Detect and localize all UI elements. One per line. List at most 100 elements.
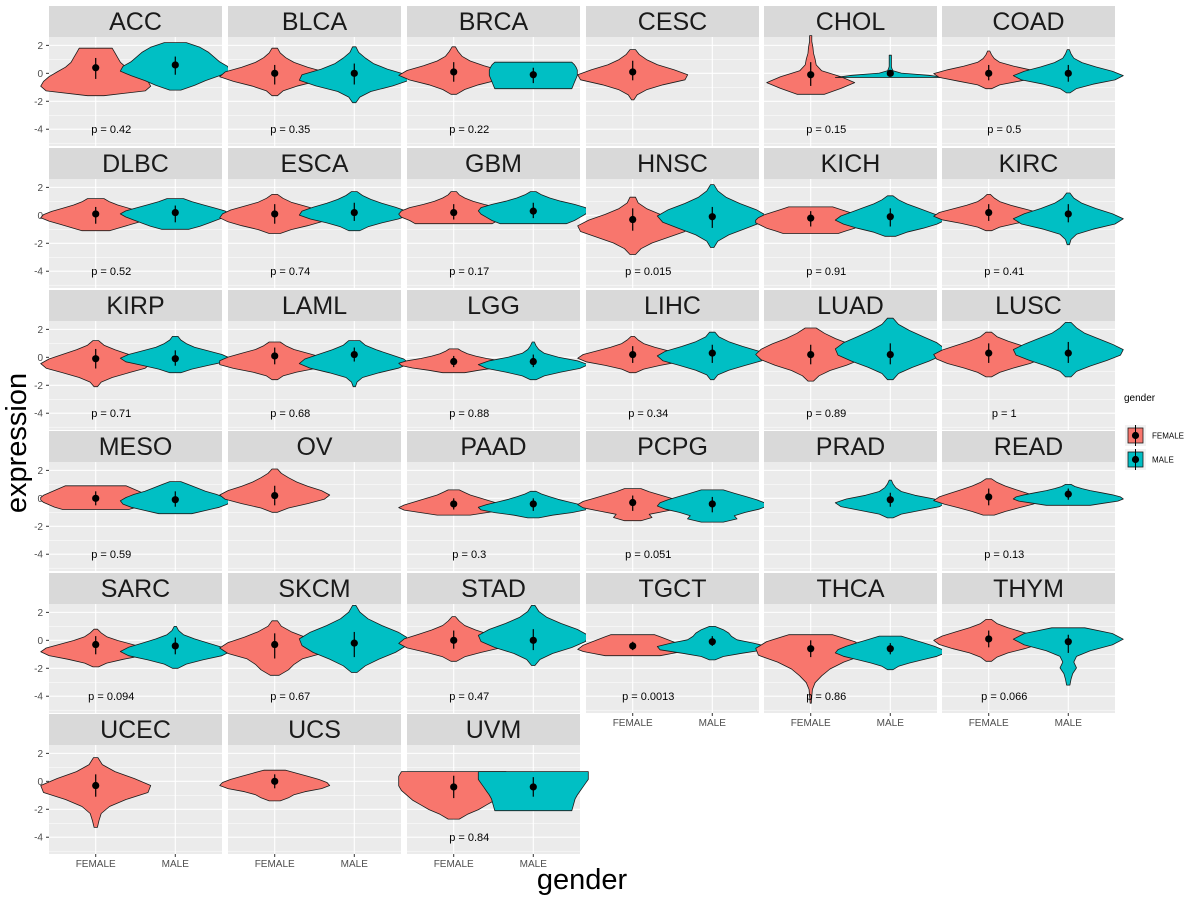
facet-strip bbox=[228, 573, 401, 604]
p-value-label: p = 0.42 bbox=[91, 124, 131, 136]
y-tick-label: -2 bbox=[34, 381, 43, 392]
median-point bbox=[886, 350, 894, 359]
panel-background bbox=[942, 604, 1115, 713]
median-point bbox=[529, 636, 537, 644]
p-value-label: p = 0.13 bbox=[984, 549, 1024, 561]
median-point bbox=[92, 781, 100, 790]
p-value-label: p = 0.15 bbox=[806, 124, 846, 136]
panel-background bbox=[407, 179, 580, 288]
facet-panel-uvm: UVM p = 0.84 FEMALE MALE bbox=[398, 714, 589, 870]
x-tick-label: MALE bbox=[341, 859, 369, 870]
median-point bbox=[529, 71, 537, 79]
facet-title: CESC bbox=[638, 8, 707, 36]
median-point bbox=[1064, 490, 1072, 498]
panel-background bbox=[586, 604, 759, 713]
facet-title: LUSC bbox=[995, 292, 1062, 320]
legend-point bbox=[1131, 455, 1140, 464]
p-value-label: p = 0.17 bbox=[449, 266, 489, 278]
facet-title: HNSC bbox=[637, 150, 708, 178]
facet-panel-skcm: SKCM p = 0.67 bbox=[219, 573, 410, 713]
y-tick-label: -2 bbox=[34, 522, 43, 533]
median-point bbox=[529, 357, 537, 366]
median-point bbox=[886, 213, 894, 221]
y-tick-label: -2 bbox=[34, 239, 43, 250]
facet-panel-kirc: KIRC p = 0.41 bbox=[933, 148, 1124, 288]
p-value-label: p = 0.22 bbox=[449, 124, 489, 136]
facet-title: UCS bbox=[288, 716, 341, 744]
facet-title: BRCA bbox=[459, 8, 529, 36]
facet-panel-esca: ESCA p = 0.74 bbox=[219, 148, 410, 288]
violin-male bbox=[298, 340, 410, 388]
median-point bbox=[629, 215, 637, 224]
y-tick-label: 2 bbox=[37, 325, 43, 336]
median-point bbox=[807, 645, 815, 653]
median-point bbox=[629, 642, 637, 650]
facet-panel-hnsc: HNSC p = 0.015 bbox=[577, 148, 768, 288]
x-tick-label: FEMALE bbox=[613, 718, 653, 729]
facet-strip bbox=[49, 6, 222, 37]
facet-strip bbox=[49, 573, 222, 604]
facet-title: THCA bbox=[816, 575, 884, 603]
y-tick-label: 2 bbox=[37, 41, 43, 52]
p-value-label: p = 0.066 bbox=[981, 691, 1027, 703]
facet-strip bbox=[407, 148, 580, 179]
facet-title: ACC bbox=[109, 8, 162, 36]
facet-panel-paad: PAAD p = 0.3 bbox=[398, 431, 589, 571]
p-value-label: p = 0.88 bbox=[449, 408, 489, 420]
median-point bbox=[708, 638, 716, 646]
facet-strip bbox=[764, 431, 937, 462]
facet-strip bbox=[228, 714, 401, 745]
facet-title: THYM bbox=[993, 575, 1064, 603]
y-tick-label: -2 bbox=[34, 97, 43, 108]
facet-strip bbox=[586, 573, 759, 604]
median-point bbox=[807, 214, 815, 222]
p-value-label: p = 0.34 bbox=[628, 408, 668, 420]
median-point bbox=[807, 71, 815, 79]
p-value-label: p = 0.71 bbox=[91, 408, 131, 420]
median-point bbox=[450, 500, 458, 508]
p-value-label: p = 0.35 bbox=[270, 124, 310, 136]
facet-strip bbox=[942, 6, 1115, 37]
median-point bbox=[171, 496, 179, 504]
x-tick-label: MALE bbox=[520, 859, 548, 870]
median-point bbox=[271, 210, 279, 218]
y-tick-label: 2 bbox=[37, 608, 43, 619]
panel-background bbox=[586, 37, 759, 146]
facet-panel-chol: CHOL p = 0.15 bbox=[764, 6, 946, 146]
facet-strip bbox=[764, 290, 937, 321]
facet-strip bbox=[228, 6, 401, 37]
median-point bbox=[350, 208, 358, 217]
facet-strip bbox=[586, 148, 759, 179]
facet-panel-cesc: CESC bbox=[577, 6, 759, 146]
facet-strip bbox=[49, 290, 222, 321]
facet-panel-lusc: LUSC p = 1 bbox=[933, 290, 1124, 430]
y-tick-label: 0 bbox=[37, 69, 43, 80]
facet-title: KIRC bbox=[999, 150, 1059, 178]
median-point bbox=[92, 640, 100, 649]
median-point bbox=[171, 642, 179, 650]
p-value-label: p = 0.015 bbox=[625, 266, 671, 278]
p-value-label: p = 0.67 bbox=[270, 691, 310, 703]
panel-background bbox=[586, 321, 759, 430]
median-point bbox=[985, 493, 993, 501]
facet-title: DLBC bbox=[102, 150, 169, 178]
facet-panel-kirp: KIRP 2 0 -2 -4 p = 0.71 bbox=[34, 290, 231, 430]
facet-strip bbox=[407, 290, 580, 321]
facet-panel-acc: ACC 2 0 -2 -4 p = 0.42 bbox=[34, 6, 231, 146]
facet-title: SARC bbox=[101, 575, 170, 603]
median-point bbox=[271, 491, 279, 500]
median-point bbox=[171, 208, 179, 217]
facet-title: UVM bbox=[466, 716, 522, 744]
facet-title: SKCM bbox=[278, 575, 350, 603]
median-point bbox=[271, 640, 279, 649]
facet-title: UCEC bbox=[100, 716, 171, 744]
median-point bbox=[92, 64, 100, 72]
median-point bbox=[985, 208, 993, 217]
median-point bbox=[529, 783, 537, 791]
facet-title: ESCA bbox=[280, 150, 348, 178]
median-point bbox=[1064, 210, 1072, 218]
median-point bbox=[886, 69, 894, 77]
facet-strip bbox=[407, 573, 580, 604]
